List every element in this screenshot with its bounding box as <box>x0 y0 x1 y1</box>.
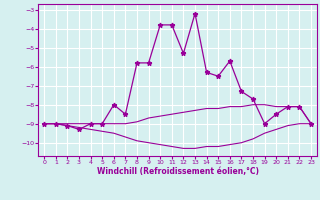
X-axis label: Windchill (Refroidissement éolien,°C): Windchill (Refroidissement éolien,°C) <box>97 167 259 176</box>
